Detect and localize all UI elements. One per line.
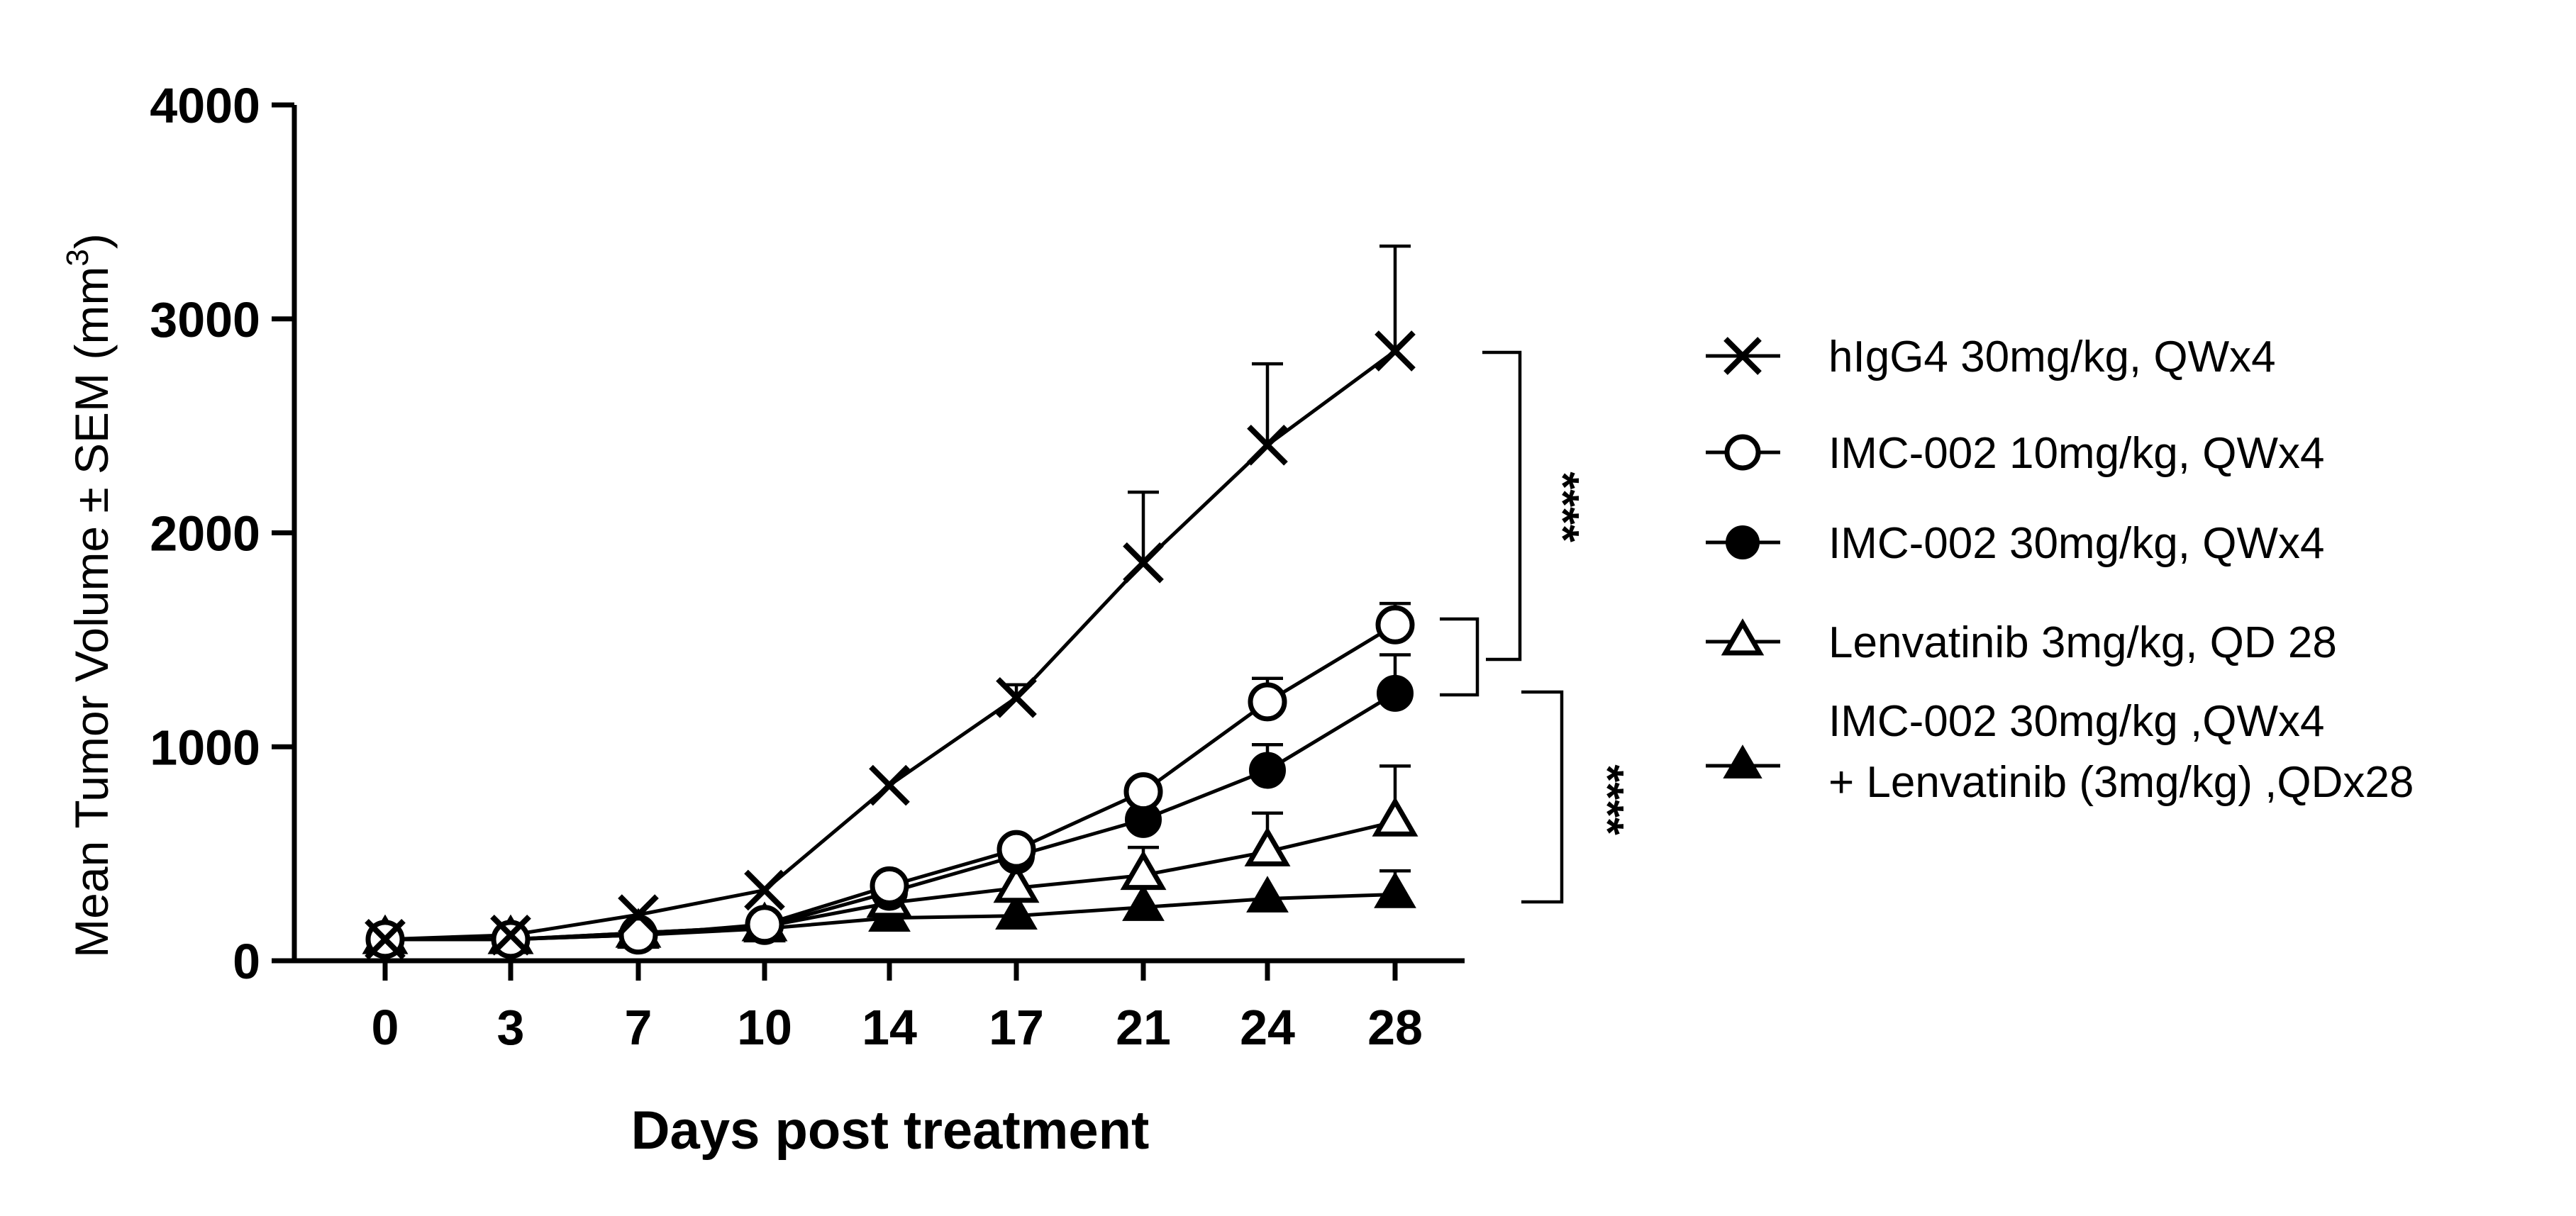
series-layer — [362, 244, 1419, 960]
y-axis-title: Mean Tumor Volume ± SEM (mm3) — [60, 233, 118, 958]
x-tick-label: 7 — [625, 1000, 653, 1055]
legend-item: IMC-002 30mg/kg ,QWx4 + Lenvatinib (3mg/k… — [1706, 697, 2414, 807]
legend-label-line2: + Lenvatinib (3mg/kg) ,QDx28 — [1828, 758, 2414, 807]
data-point — [1246, 876, 1289, 913]
y-tick-label: 1000 — [150, 720, 260, 775]
data-point — [996, 677, 1037, 718]
legend-label: Lenvatinib 3mg/kg, QD 28 — [1828, 618, 2337, 667]
x-tick-label: 17 — [989, 1000, 1044, 1055]
data-point — [995, 893, 1038, 930]
legend-label-line1: IMC-002 30mg/kg ,QWx4 — [1828, 697, 2324, 746]
legend-label: hIgG4 30mg/kg, QWx4 — [1828, 333, 2276, 381]
x-tick-label: 21 — [1116, 1000, 1171, 1055]
data-point — [869, 764, 910, 806]
data-point — [996, 830, 1036, 869]
data-point — [1120, 850, 1167, 891]
data-point — [1123, 542, 1164, 584]
legend-marker — [1723, 744, 1762, 779]
significance-bracket-upper — [1482, 350, 1522, 662]
data-point — [993, 863, 1040, 903]
legend-item: IMC-002 30mg/kg, QWx4 — [1706, 519, 2324, 568]
data-point — [1372, 796, 1419, 837]
data-point — [1375, 605, 1415, 645]
data-point — [1248, 682, 1287, 722]
y-axis-title-superscript: 3 — [60, 249, 95, 266]
data-point — [1377, 674, 1414, 712]
series-line — [384, 350, 1397, 942]
x-tick-label: 0 — [372, 1000, 399, 1055]
legend-marker — [1724, 434, 1761, 471]
legend-marker — [1726, 525, 1760, 559]
x-axis-title: Days post treatment — [631, 1100, 1150, 1161]
legend-label: IMC-002 10mg/kg, QWx4 — [1828, 429, 2324, 478]
axes: 0 1000 2000 3000 4000 0 3 7 10 14 17 21 24 28 — [150, 78, 1465, 1055]
legend-item: Lenvatinib 3mg/kg, QD 28 — [1706, 618, 2337, 667]
data-point — [870, 866, 909, 905]
data-point — [1374, 871, 1416, 908]
y-tick-label: 0 — [233, 934, 260, 989]
data-point — [490, 914, 531, 956]
significance-bracket-lower — [1521, 690, 1564, 904]
legend-marker — [1723, 337, 1762, 375]
x-tick-label: 28 — [1367, 1000, 1423, 1055]
x-tick-label: 14 — [862, 1000, 917, 1055]
x-tick-label: 24 — [1240, 1000, 1295, 1055]
data-point — [365, 918, 406, 960]
data-point — [1244, 826, 1291, 866]
data-point — [745, 905, 784, 944]
legend-label: IMC-002 30mg/kg, QWx4 — [1828, 519, 2324, 568]
x-tick-label: 3 — [497, 1000, 525, 1055]
data-point — [618, 894, 659, 935]
legend-item: IMC-002 10mg/kg, QWx4 — [1706, 429, 2324, 478]
significance-annotations: **** **** — [1440, 350, 1633, 904]
x-tick-label: 10 — [737, 1000, 792, 1055]
data-point — [1249, 752, 1286, 789]
data-point — [491, 920, 531, 959]
data-point — [744, 869, 785, 911]
y-tick-label: 3000 — [150, 292, 260, 347]
significance-bracket-inner — [1440, 617, 1479, 697]
significance-label-lower: **** — [1582, 764, 1633, 835]
data-point — [1122, 884, 1165, 921]
legend: hIgG4 30mg/kg, QWx4 IMC-002 10mg/kg, QWx4… — [1706, 333, 2414, 807]
y-tick-label: 2000 — [150, 506, 260, 562]
legend-item: hIgG4 30mg/kg, QWx4 — [1706, 333, 2276, 381]
data-point — [1375, 330, 1416, 372]
significance-label-upper: **** — [1538, 472, 1589, 542]
data-point — [1247, 424, 1288, 466]
y-tick-label: 4000 — [150, 78, 260, 133]
data-point — [1123, 772, 1163, 812]
legend-marker — [1721, 618, 1765, 656]
